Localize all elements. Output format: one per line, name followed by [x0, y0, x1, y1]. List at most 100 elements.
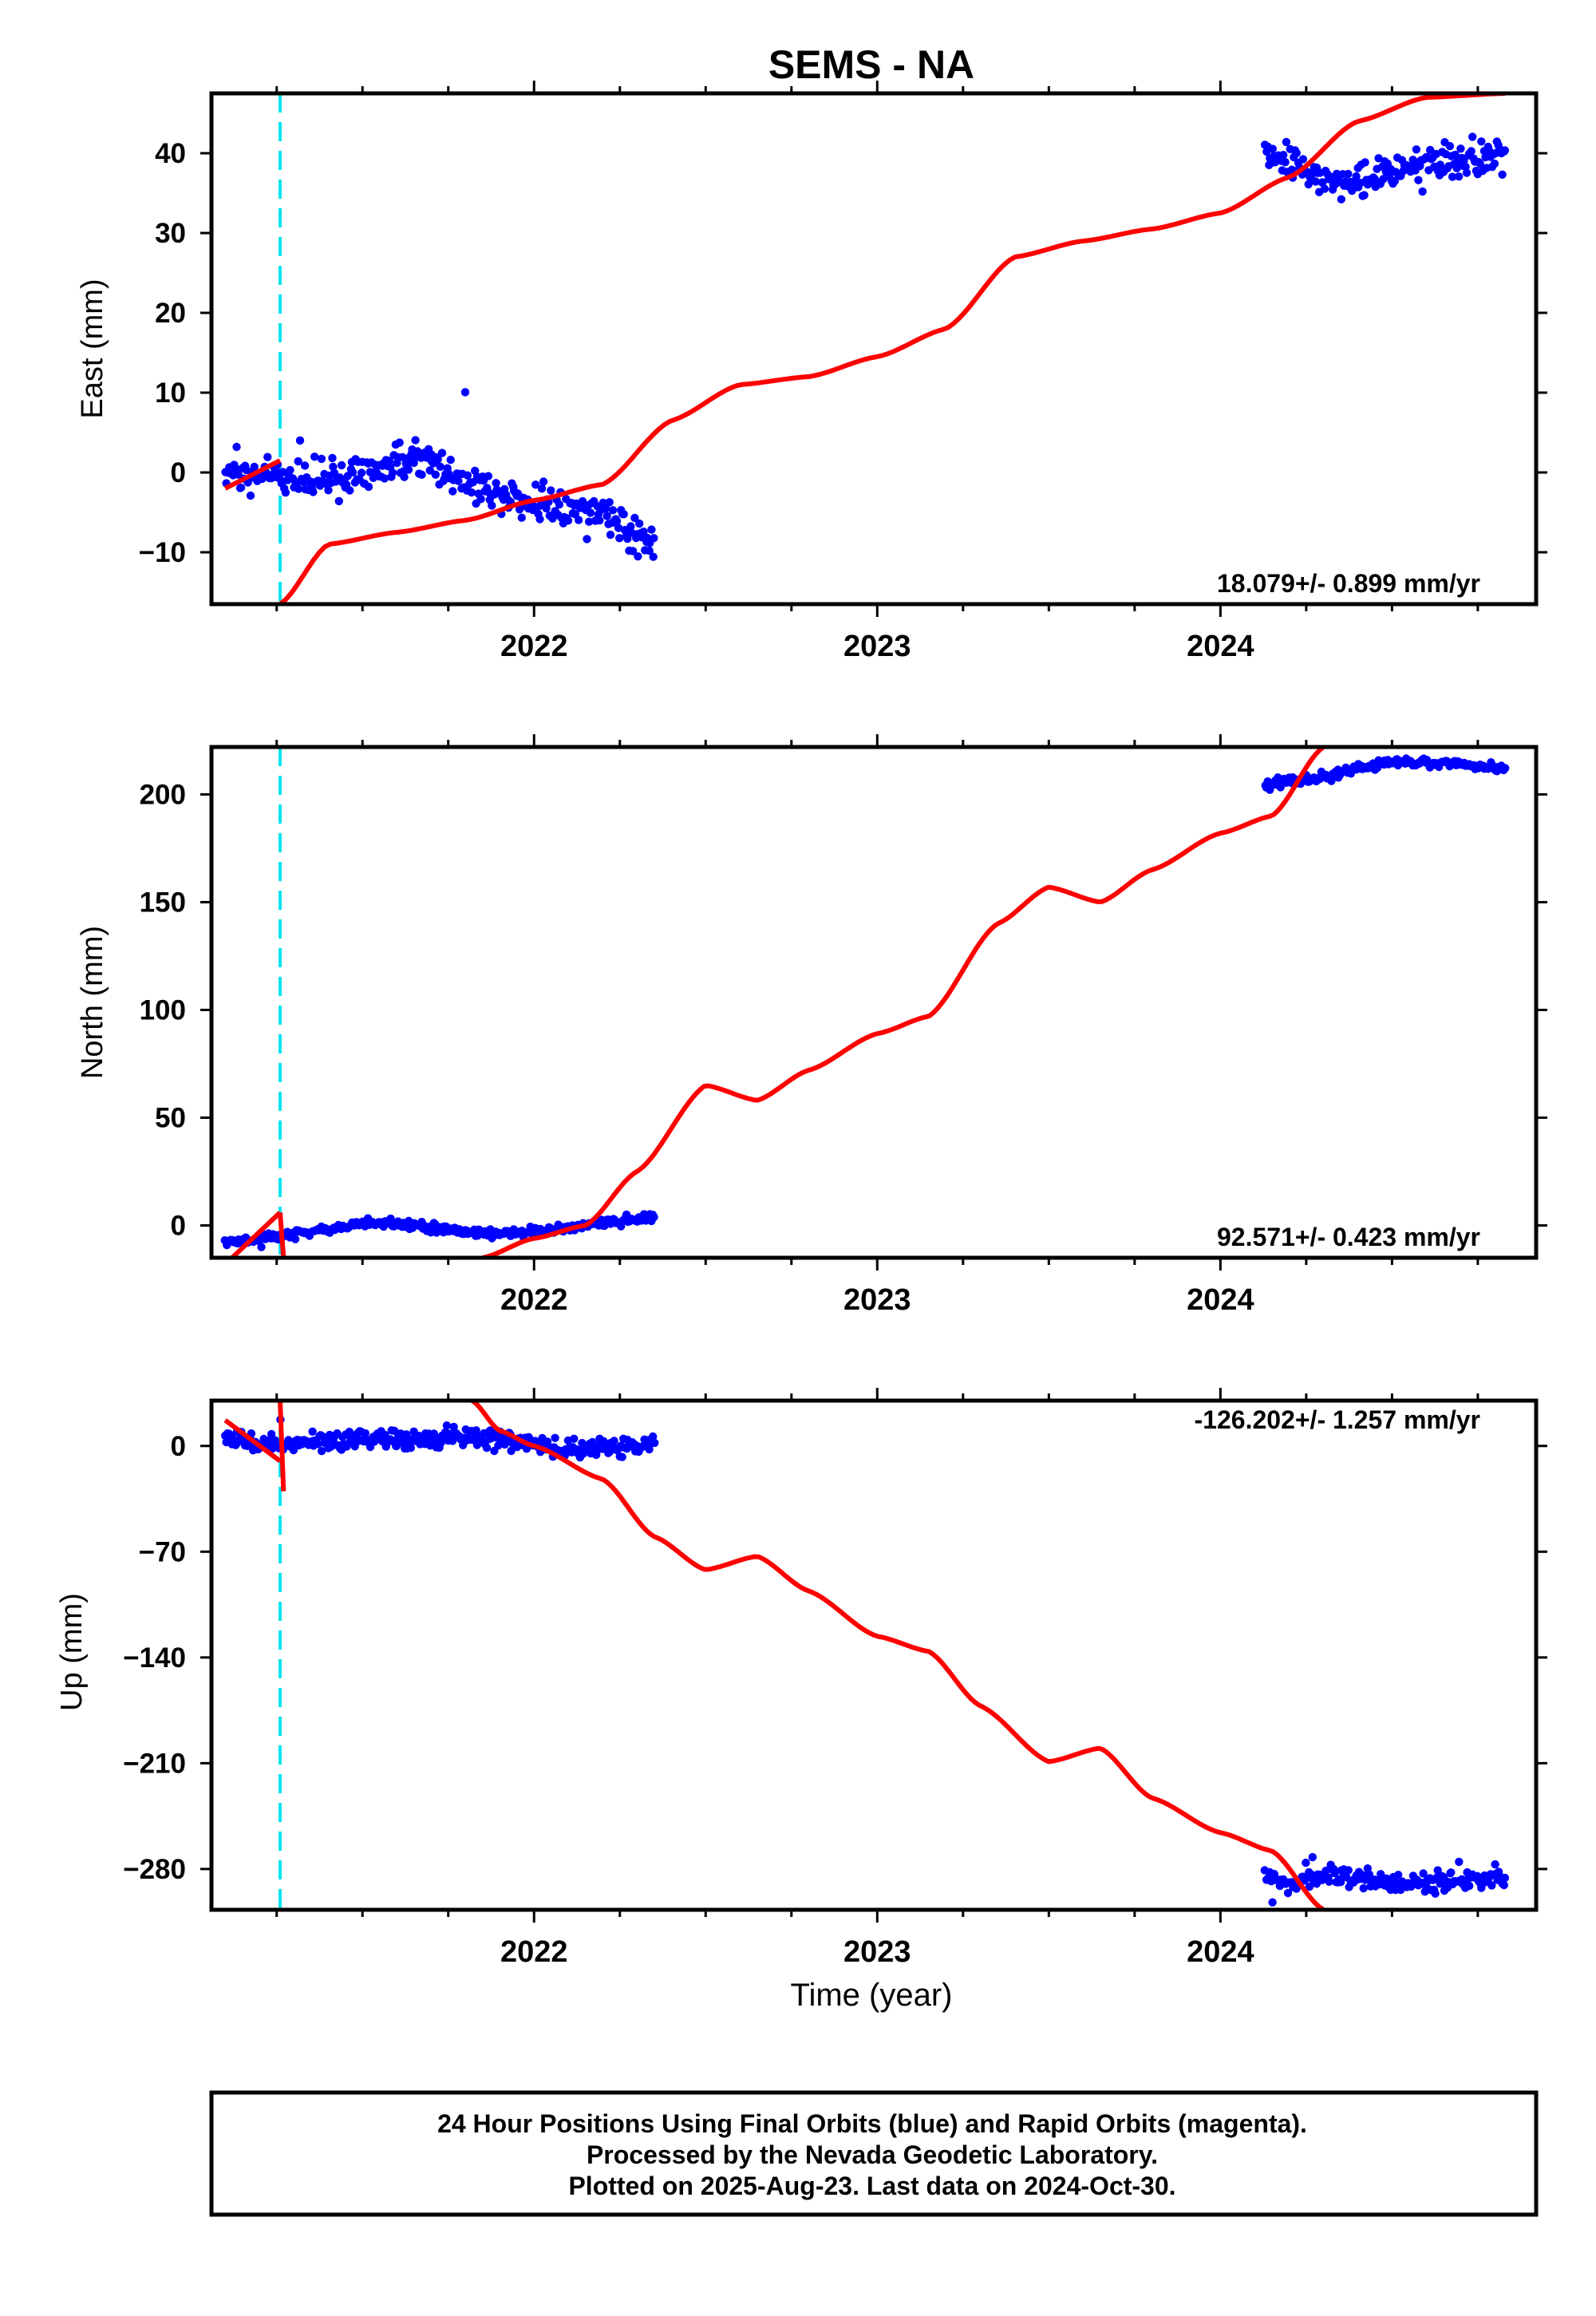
up-obs-point-1-182: [1500, 1873, 1510, 1883]
east-obs-point-0-194: [476, 495, 485, 504]
east-obs-point-0-143: [409, 458, 418, 468]
east-obs-point-0-302: [619, 510, 628, 519]
north-plot-area: 0 50 100 150 200 2022 2023 2024: [140, 734, 1547, 1317]
up-obs-point-1-53: [1330, 1868, 1339, 1878]
north-rate-label: 92.571+/- 0.423 mm/yr: [1217, 1223, 1480, 1251]
east-obs-point-0-55: [294, 456, 302, 466]
east-obs-point-1-157: [1468, 132, 1477, 141]
east-obs-point-0-161: [433, 455, 442, 464]
up-obs-point-0-173: [449, 1422, 458, 1432]
east-ytick-label-4: 30: [155, 218, 186, 249]
east-obs-point-0-243: [542, 504, 551, 513]
x-axis-label: Time (year): [791, 1978, 953, 2013]
east-obs-point-0-205: [492, 479, 500, 488]
east-model-curve-1: [279, 93, 1506, 604]
north-model-curve-0: [230, 1211, 282, 1258]
up-obs-point-1-172: [1487, 1881, 1496, 1890]
up-obs-point-1-31: [1302, 1858, 1310, 1867]
east-obs-point-0-184: [463, 471, 472, 480]
east-obs-point-0-240: [537, 484, 547, 493]
east-obs-point-1-29: [1298, 155, 1308, 164]
east-obs-point-1-76: [1361, 158, 1369, 167]
east-obs-point-1-75: [1360, 191, 1369, 200]
up-obs-point-1-181: [1499, 1880, 1509, 1890]
east-obs-point-0-284: [595, 516, 604, 525]
east-obs-point-0-19: [246, 491, 255, 500]
north-obs-point-0-53: [290, 1235, 300, 1243]
east-obs-point-1-38: [1311, 177, 1320, 186]
east-obs-point-0-139: [404, 465, 413, 474]
east-obs-point-1-133: [1436, 160, 1445, 169]
east-obs-point-0-292: [606, 530, 615, 539]
up-obs-point-0-301: [618, 1452, 626, 1461]
north-obs-point-0-325: [650, 1212, 658, 1222]
east-obs-point-0-146: [413, 447, 422, 456]
north-ytick-label-2: 100: [140, 994, 186, 1026]
up-model-curve-2: [470, 1401, 1325, 1910]
up-obs-point-1-79: [1365, 1870, 1374, 1879]
east-obs-point-0-297: [612, 516, 622, 526]
east-ytick-label-5: 40: [155, 138, 186, 169]
east-obs-point-1-115: [1412, 145, 1421, 154]
up-plot-content: [221, 1401, 1510, 1910]
up-ytick-label-1: −70: [139, 1536, 186, 1567]
east-obs-point-0-144: [411, 436, 420, 445]
east-obs-point-0-12: [236, 483, 246, 492]
footer-line-2: Processed by the Nevada Geodetic Laborat…: [587, 2140, 1158, 2169]
east-obs-point-0-57: [295, 436, 305, 445]
east-obs-point-1-125: [1426, 145, 1435, 155]
east-obs-point-1-15: [1281, 158, 1290, 167]
east-plot-area: −10 0 10 20 30 40 2022 2023 2024: [139, 81, 1547, 663]
north-xtick-label-0: 2022: [500, 1283, 568, 1317]
east-obs-point-0-163: [436, 462, 444, 471]
east-obs-point-0-177: [454, 476, 463, 485]
east-obs-point-0-294: [608, 506, 618, 515]
east-obs-point-1-16: [1282, 137, 1291, 147]
east-y-axis-label: East (mm): [76, 279, 109, 418]
east-obs-point-0-260: [563, 516, 573, 525]
north-obs-point-1-182: [1501, 764, 1510, 773]
east-obs-point-0-9: [232, 442, 241, 452]
east-obs-point-0-73: [317, 454, 326, 464]
up-obs-point-1-155: [1465, 1881, 1474, 1891]
east-obs-point-1-20: [1287, 165, 1297, 174]
east-obs-point-0-68: [310, 453, 319, 461]
up-frame: [209, 1398, 1539, 1912]
up-plot-area: 0 −70 −140 −210 −280 2022 2023 2024: [123, 1388, 1547, 1969]
east-obs-point-1-156: [1467, 147, 1476, 156]
east-xtick-label-0: 2022: [500, 630, 568, 663]
east-obs-point-0-310: [630, 513, 639, 523]
east-obs-point-1-6: [1268, 144, 1278, 153]
east-obs-point-0-199: [484, 472, 493, 480]
east-obs-point-1-180: [1498, 170, 1507, 179]
east-obs-point-1-163: [1476, 159, 1484, 168]
up-obs-point-1-141: [1447, 1868, 1456, 1877]
up-ytick-label-3: −210: [123, 1748, 186, 1779]
east-obs-point-0-235: [531, 480, 540, 489]
east-obs-point-0-136: [400, 472, 409, 481]
east-obs-point-0-325: [650, 534, 658, 543]
east-obs-point-0-127: [388, 468, 397, 477]
east-ytick-label-1: 0: [171, 457, 186, 488]
east-xtick-label-2: 2024: [1187, 630, 1254, 663]
east-obs-point-0-82: [329, 462, 338, 472]
up-ytick-label-4: −280: [123, 1854, 186, 1885]
east-obs-point-0-253: [555, 500, 564, 509]
up-obs-point-1-35: [1306, 1870, 1316, 1879]
up-obs-point-1-75: [1359, 1883, 1368, 1893]
north-obs-point-0-27: [257, 1243, 266, 1251]
east-ytick-label-0: −10: [139, 537, 186, 568]
north-y-axis-label: North (mm): [76, 926, 109, 1079]
up-obs-point-0-73: [317, 1447, 326, 1456]
east-obs-point-1-119: [1418, 187, 1427, 196]
up-obs-point-0-106: [361, 1429, 369, 1438]
east-obs-point-0-94: [346, 486, 354, 495]
up-obs-point-0-264: [570, 1434, 579, 1444]
east-obs-point-0-268: [574, 516, 583, 524]
up-obs-point-1-49: [1325, 1877, 1333, 1886]
east-obs-point-0-289: [602, 512, 611, 520]
east-obs-point-1-164: [1477, 137, 1486, 146]
up-obs-point-0-70: [314, 1440, 322, 1448]
east-obs-point-0-271: [578, 496, 587, 506]
